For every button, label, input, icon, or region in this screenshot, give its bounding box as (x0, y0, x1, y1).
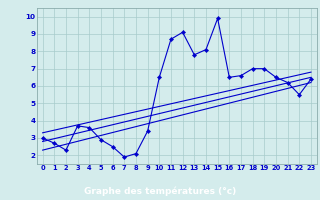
Text: Graphe des températures (°c): Graphe des températures (°c) (84, 186, 236, 196)
